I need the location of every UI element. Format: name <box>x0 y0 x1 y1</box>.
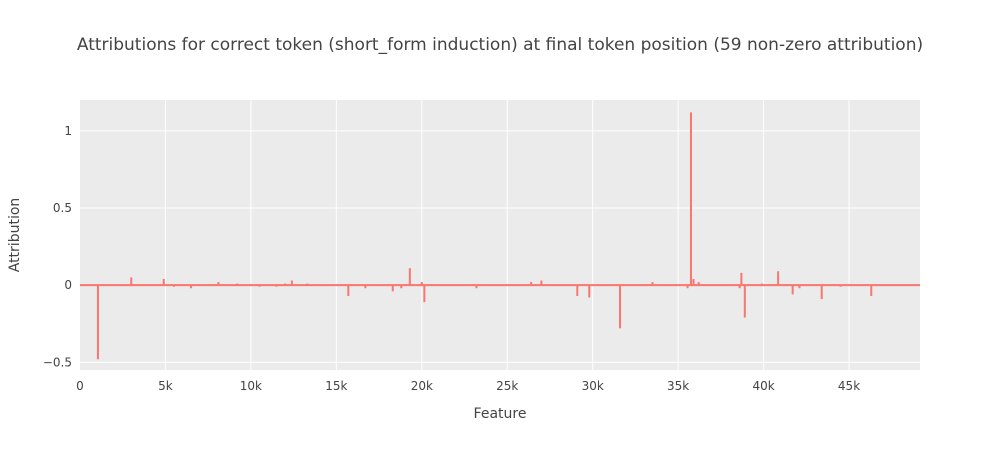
chart-title: Attributions for correct token (short_fo… <box>77 35 923 55</box>
x-tick-label: 25k <box>496 379 518 393</box>
x-axis-label: Feature <box>474 406 527 422</box>
series-layer <box>80 112 920 360</box>
x-tick-label: 20k <box>411 379 433 393</box>
y-tick-label: 1 <box>64 124 72 138</box>
x-tick-label: 10k <box>240 379 262 393</box>
tick-layer: 0 5k 10k 15k 20k 25k 30k 35k 40k 45k −0.5 0 0.5 1 <box>43 124 860 393</box>
grid-layer <box>80 100 920 370</box>
y-tick-label: 0 <box>64 278 72 292</box>
y-tick-label: 0.5 <box>53 201 72 215</box>
x-tick-label: 15k <box>325 379 347 393</box>
y-tick-label: −0.5 <box>43 355 72 369</box>
x-tick-label: 0 <box>76 379 84 393</box>
x-tick-label: 5k <box>158 379 173 393</box>
y-axis-label: Attribution <box>7 198 23 273</box>
x-tick-label: 45k <box>838 379 860 393</box>
plot-area <box>80 100 920 370</box>
x-tick-label: 35k <box>667 379 689 393</box>
x-tick-label: 30k <box>582 379 604 393</box>
x-tick-label: 40k <box>752 379 774 393</box>
